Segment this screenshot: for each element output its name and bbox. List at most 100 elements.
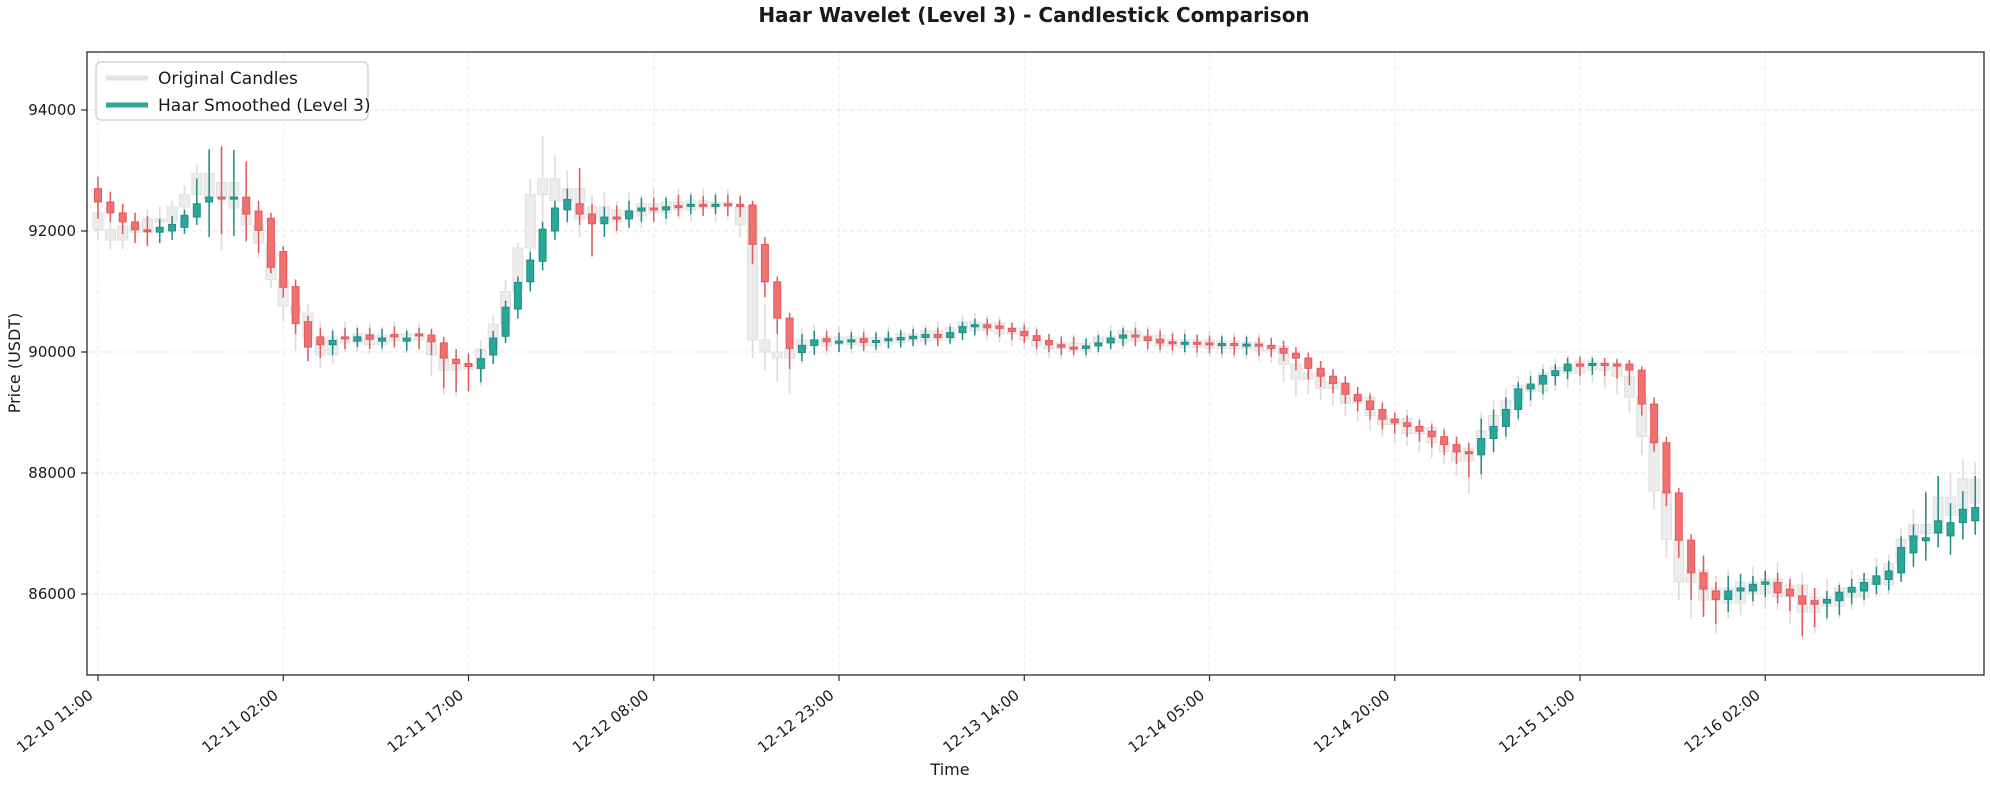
original-candle-body [178,194,190,208]
smoothed-candle-body [131,221,140,231]
smoothed-candle-body [1131,334,1140,338]
smoothed-candle-body [242,196,251,215]
smoothed-candle-body [1094,342,1103,347]
y-axis-ticks: 86000 88000 90000 92000 94000 [28,101,87,603]
original-candle-body [549,178,561,202]
smoothed-candle-body [674,205,683,209]
smoothed-candle-body [402,337,411,342]
smoothed-candle-body [1563,363,1572,372]
smoothed-candle-body [415,333,424,337]
smoothed-candle-body [180,214,189,228]
smoothed-candle-body [1291,352,1300,359]
smoothed-candle-body [538,228,547,262]
smoothed-candle-body [983,324,992,329]
smoothed-candle-body [291,286,300,325]
smoothed-candle-body [612,216,621,220]
smoothed-candle-body [699,203,708,207]
y-axis-title: Price (USDT) [5,313,24,414]
original-candle-body [759,339,771,353]
x-tick-label: 12-14 05:00 [1125,686,1208,757]
smoothed-candle-body [1119,334,1128,339]
smoothed-candle-body [736,203,745,207]
smoothed-candle-body [1452,444,1461,453]
smoothed-candle-body [933,333,942,338]
smoothed-candle-body [921,333,930,338]
smoothed-candle-body [1835,591,1844,602]
smoothed-candle-body [1650,403,1659,444]
smoothed-candle-body [1403,422,1412,427]
smoothed-candle-body [1662,442,1671,494]
smoothed-candle-body [1687,539,1696,574]
smoothed-candle-body [328,340,337,346]
smoothed-candle-body [773,281,782,319]
smoothed-candle-body [266,217,275,268]
smoothed-candle-body [1798,595,1807,605]
smoothed-candle-body [1193,341,1202,345]
smoothed-candle-body [1020,330,1029,337]
smoothed-candle-body [1785,588,1794,597]
smoothed-candle-body [1600,362,1609,366]
smoothed-candle-body [1872,575,1881,585]
y-tick-label: 86000 [28,585,76,603]
smoothed-candle-body [476,358,485,369]
smoothed-candle-body [217,196,226,200]
smoothed-candle-body [378,337,387,342]
original-candle-body [537,178,549,196]
x-tick-label: 12-11 17:00 [384,686,467,757]
x-axis-ticks: 12-10 11:00 12-11 02:00 12-11 17:00 12-12 0… [13,675,1766,757]
smoothed-candle-body [723,203,732,207]
smoothed-candle-body [859,338,868,343]
smoothed-candle-body [1217,343,1226,347]
smoothed-candle-body [365,334,374,340]
smoothed-candle-body [501,306,510,337]
smoothed-candles-series [94,146,1980,637]
smoothed-candle-body [118,212,127,223]
smoothed-candle-body [94,188,102,203]
smoothed-candle-body [464,362,473,368]
chart-title: Haar Wavelet (Level 3) - Candlestick Com… [758,3,1309,27]
legend[interactable]: Original Candles Haar Smoothed (Level 3) [95,61,371,121]
plot-frame [86,51,1985,676]
smoothed-candle-body [1823,598,1831,604]
smoothed-candle-body [958,326,967,334]
x-tick-label: 12-10 11:00 [13,686,96,757]
smoothed-candle-body [1390,418,1399,424]
smoothed-candle-body [835,340,843,344]
smoothed-candle-body [1341,382,1350,395]
smoothed-candle-body [279,251,288,288]
smoothed-candle-body [513,281,522,310]
smoothed-candle-body [785,317,794,349]
smoothed-candle-body [1057,344,1066,348]
x-tick-label: 12-11 02:00 [198,686,281,757]
smoothed-candle-body [1946,522,1955,537]
y-tick-label: 90000 [28,343,76,361]
smoothed-candle-body [625,210,634,220]
x-tick-label: 12-12 23:00 [754,686,837,757]
smoothed-candle-body [1514,388,1523,410]
smoothed-candle-body [254,210,263,231]
smoothed-candle-body [946,332,955,338]
smoothed-candle-body [229,196,238,200]
x-tick-label: 12-12 08:00 [569,686,652,757]
smoothed-candle-body [1847,586,1856,593]
smoothed-candle-body [1477,438,1486,456]
smoothed-candle-body [1267,344,1276,349]
smoothed-candle-body [1736,587,1745,592]
smoothed-candle-body [1699,572,1708,590]
smoothed-candle-body [1909,535,1918,554]
smoothed-candle-body [526,259,535,283]
smoothed-candle-body [1316,367,1325,377]
smoothed-candle-body [341,336,349,340]
smoothed-candle-body [797,344,806,354]
smoothed-candle-body [1254,343,1263,347]
smoothed-candle-body [1711,590,1720,600]
smoothed-candle-body [106,201,115,214]
smoothed-candle-body [1329,375,1337,384]
smoothed-candle-body [1366,400,1375,410]
original-candle-body [771,351,783,359]
smoothed-candle-body [1748,583,1757,592]
smoothed-candle-body [1143,336,1152,342]
smoothed-candle-body [143,229,152,233]
legend-original-label: Original Candles [158,69,298,89]
